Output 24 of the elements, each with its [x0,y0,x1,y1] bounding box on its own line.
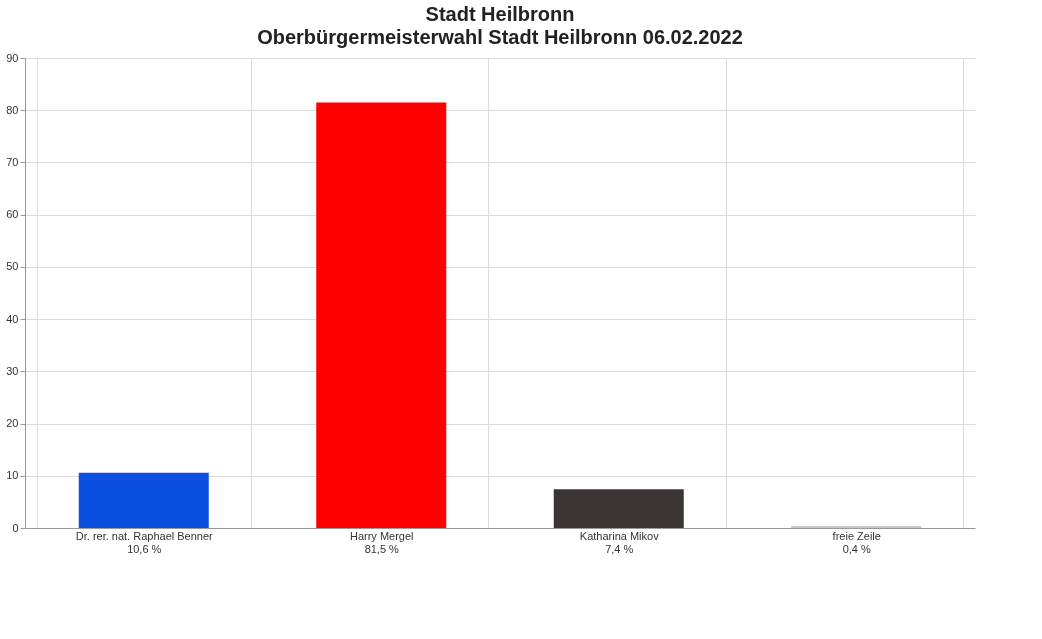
y-tick-label: 90 [6,51,19,64]
y-tick-label: 50 [6,260,19,273]
bar [316,102,447,528]
y-tick-label: 40 [6,312,19,325]
y-tick-label: 60 [6,208,19,221]
x-tick-label: freie Zeile [832,529,881,542]
data-label: 10,6 % [127,542,162,555]
chart-title: Stadt Heilbronn [425,3,575,25]
y-tick-label: 70 [6,155,19,168]
chart-subtitle: Oberbürgermeisterwahl Stadt Heilbronn 06.02.2022 [257,26,743,48]
data-label: 7,4 % [605,542,634,555]
y-tick-label: 30 [6,364,19,377]
data-label: 0,4 % [842,542,872,555]
data-label: 81,5 % [364,542,400,555]
y-tick-label: 10 [6,469,19,482]
y-tick-label: 80 [6,103,19,116]
x-tick-label: Dr. rer. nat. Raphael Benner [75,529,214,542]
y-tick-label: 20 [6,417,19,430]
x-tick-label: Katharina Mikov [579,529,660,542]
x-tick-label: Harry Mergel [349,529,414,542]
bar [553,489,684,528]
y-tick-label: 0 [12,521,19,534]
bar [791,525,922,528]
bar [78,472,209,528]
